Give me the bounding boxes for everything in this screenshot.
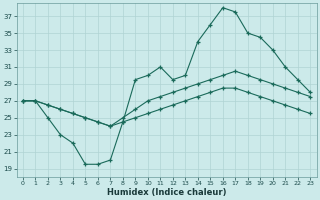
X-axis label: Humidex (Indice chaleur): Humidex (Indice chaleur) — [107, 188, 226, 197]
